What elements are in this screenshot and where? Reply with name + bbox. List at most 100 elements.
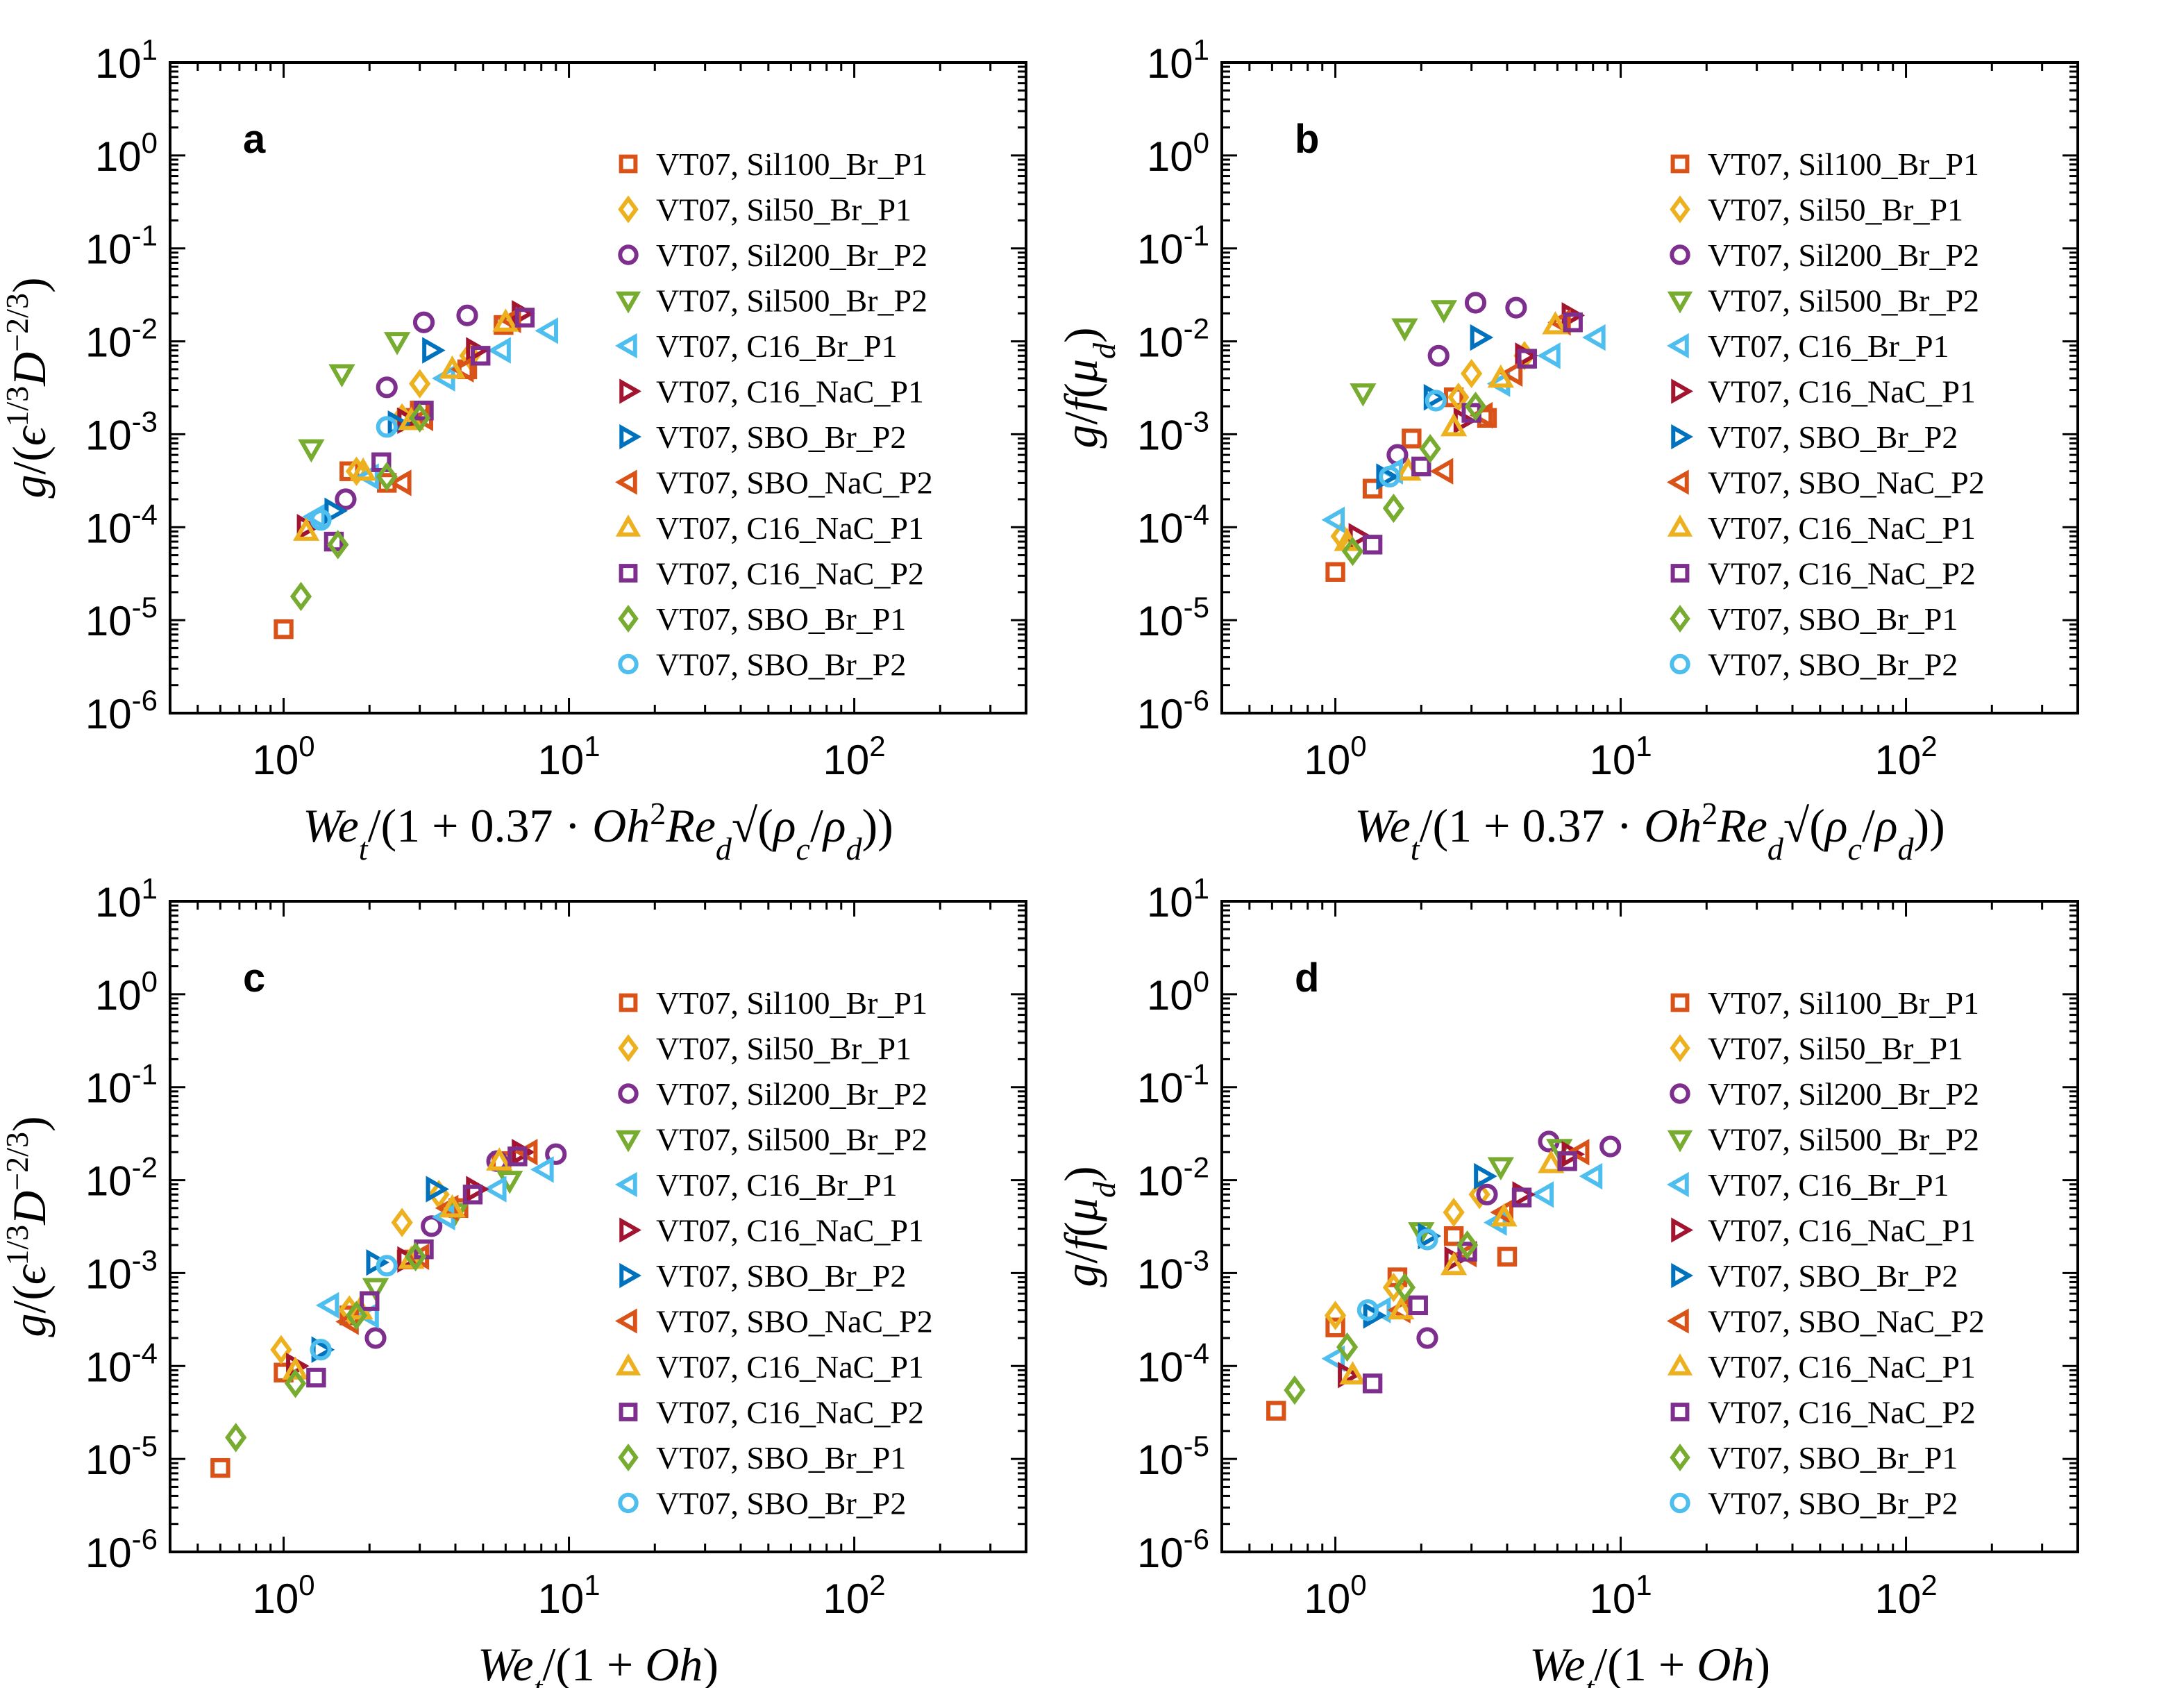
legend-item: VT07, SBO_NaC_P2	[614, 465, 933, 501]
panel-c: 100 101 10210110010-110-210-310-410-510-6c…	[0, 872, 1027, 1688]
tick-exponent: 0	[142, 126, 158, 159]
tick-base: 10	[85, 505, 132, 551]
data-point	[1517, 349, 1537, 369]
legend-marker	[1667, 1130, 1693, 1153]
data-point	[1530, 1181, 1554, 1208]
axis-label-part: √(	[732, 799, 773, 852]
tick-base: 10	[85, 226, 132, 273]
legend-marker	[618, 1083, 639, 1104]
legend-marker	[1671, 378, 1694, 404]
data-point	[387, 410, 412, 437]
tick-exponent: -1	[132, 1058, 158, 1091]
tick-base: 10	[1874, 737, 1921, 783]
legend-marker	[1670, 1492, 1690, 1514]
legend-label: VT07, C16_NaC_P1	[656, 510, 924, 546]
data-point	[1339, 1361, 1366, 1385]
data-point	[409, 403, 431, 433]
tick-base: 10	[252, 737, 299, 783]
data-point	[1427, 344, 1450, 367]
data-point	[383, 332, 411, 356]
data-point	[426, 1176, 450, 1203]
series-11	[1356, 1228, 1438, 1321]
legend-marker	[619, 1262, 642, 1289]
legend-item: VT07, Sil200_Br_P2	[618, 1076, 927, 1112]
tick-base: 10	[823, 1576, 869, 1622]
data-point	[1416, 1228, 1438, 1251]
tick-base: 10	[1137, 1344, 1184, 1390]
series-2	[364, 1143, 567, 1349]
axis-label-part: (	[1055, 383, 1107, 399]
legend-label: VT07, C16_NaC_P1	[656, 1349, 924, 1385]
data-point	[422, 337, 446, 364]
data-point	[1408, 1295, 1428, 1316]
legend-item: VT07, SBO_NaC_P2	[1666, 1304, 1985, 1339]
legend-item: VT07, C16_NaC_P1	[1671, 374, 1976, 410]
axis-label-part: c	[1848, 831, 1862, 867]
axis-label-part: /(1 +	[1594, 1638, 1697, 1688]
tick-base: 10	[95, 972, 142, 1019]
legend-label: VT07, Sil50_Br_P1	[656, 192, 912, 228]
axis-label-part: We	[478, 1638, 534, 1688]
legend-item: VT07, Sil100_Br_P1	[619, 147, 927, 182]
data-point	[388, 469, 412, 496]
axis-label-part: −2/3	[0, 1132, 35, 1191]
axis-label-part: 2	[650, 796, 666, 831]
axis-label-part: t	[1586, 1670, 1595, 1688]
panel-letter: a	[243, 117, 266, 162]
axis-label-part: ρ	[822, 799, 846, 852]
axis-label-part: )	[1055, 1166, 1107, 1182]
data-point	[1511, 1187, 1532, 1207]
legend-marker	[618, 244, 639, 265]
y-tick-label: 10-3	[85, 405, 158, 458]
y-tick-label: 10-4	[1137, 1337, 1209, 1390]
tick-exponent: -2	[132, 1151, 158, 1184]
tick-exponent: -1	[132, 219, 158, 252]
tick-base: 10	[1137, 1437, 1184, 1483]
panel-b: 100 101 10210110010-110-210-310-410-510-6b…	[1055, 33, 2079, 867]
data-point	[1325, 1317, 1345, 1337]
series-10	[1341, 391, 1487, 567]
tick-base: 10	[85, 1437, 132, 1483]
data-point	[1440, 412, 1468, 437]
legend-marker	[1667, 514, 1693, 537]
axis-label-part: ϵ	[3, 1264, 56, 1285]
series-4	[1321, 324, 1606, 533]
data-point	[292, 517, 320, 541]
legend-item: VT07, C16_Br_P1	[614, 328, 898, 364]
x-tick-label: 100	[1304, 1569, 1366, 1622]
y-tick-label: 10-5	[85, 591, 158, 644]
legend-item: VT07, Sil500_Br_P2	[615, 1122, 927, 1158]
legend-marker	[618, 1444, 639, 1471]
x-tick-label: 102	[823, 1569, 885, 1622]
tick-exponent: -5	[1184, 591, 1209, 624]
legend-item: VT07, C16_NaC_P2	[1670, 556, 1976, 592]
series-2	[335, 304, 478, 510]
data-point	[412, 311, 435, 333]
legend-item: VT07, SBO_Br_P2	[619, 419, 906, 455]
legend-item: VT07, SBO_Br_P2	[619, 1258, 906, 1294]
data-point	[1284, 1375, 1306, 1405]
legend-item: VT07, Sil200_Br_P2	[1670, 237, 1979, 273]
y-tick-label: 10-2	[1137, 1151, 1209, 1205]
series-8	[1339, 1149, 1565, 1385]
y-tick-label: 100	[1147, 965, 1209, 1019]
axis-label-part: /	[1862, 799, 1875, 852]
axis-label-part: μ	[1055, 359, 1107, 383]
legend-marker	[619, 378, 642, 404]
data-point	[1563, 312, 1583, 333]
legend-label: VT07, C16_NaC_P2	[1708, 1395, 1976, 1430]
legend-label: VT07, SBO_NaC_P2	[656, 465, 933, 501]
x-axis-label: Wet/(1 + Oh)	[478, 1638, 719, 1688]
legend-label: VT07, SBO_Br_P2	[1708, 1486, 1958, 1521]
tick-base: 10	[1137, 226, 1184, 273]
axis-label-part: ρ	[772, 799, 796, 852]
y-tick-label: 10-2	[85, 1151, 158, 1205]
axis-label-part: /(1 + 0.37 ·	[1420, 799, 1645, 852]
data-point	[535, 317, 559, 344]
tick-exponent: -3	[132, 405, 158, 437]
y-tick-label: 10-1	[85, 219, 158, 273]
axes-frame	[169, 61, 1027, 715]
series-7	[1429, 309, 1571, 485]
legend-marker	[619, 564, 638, 583]
tick-base: 10	[85, 1251, 132, 1297]
